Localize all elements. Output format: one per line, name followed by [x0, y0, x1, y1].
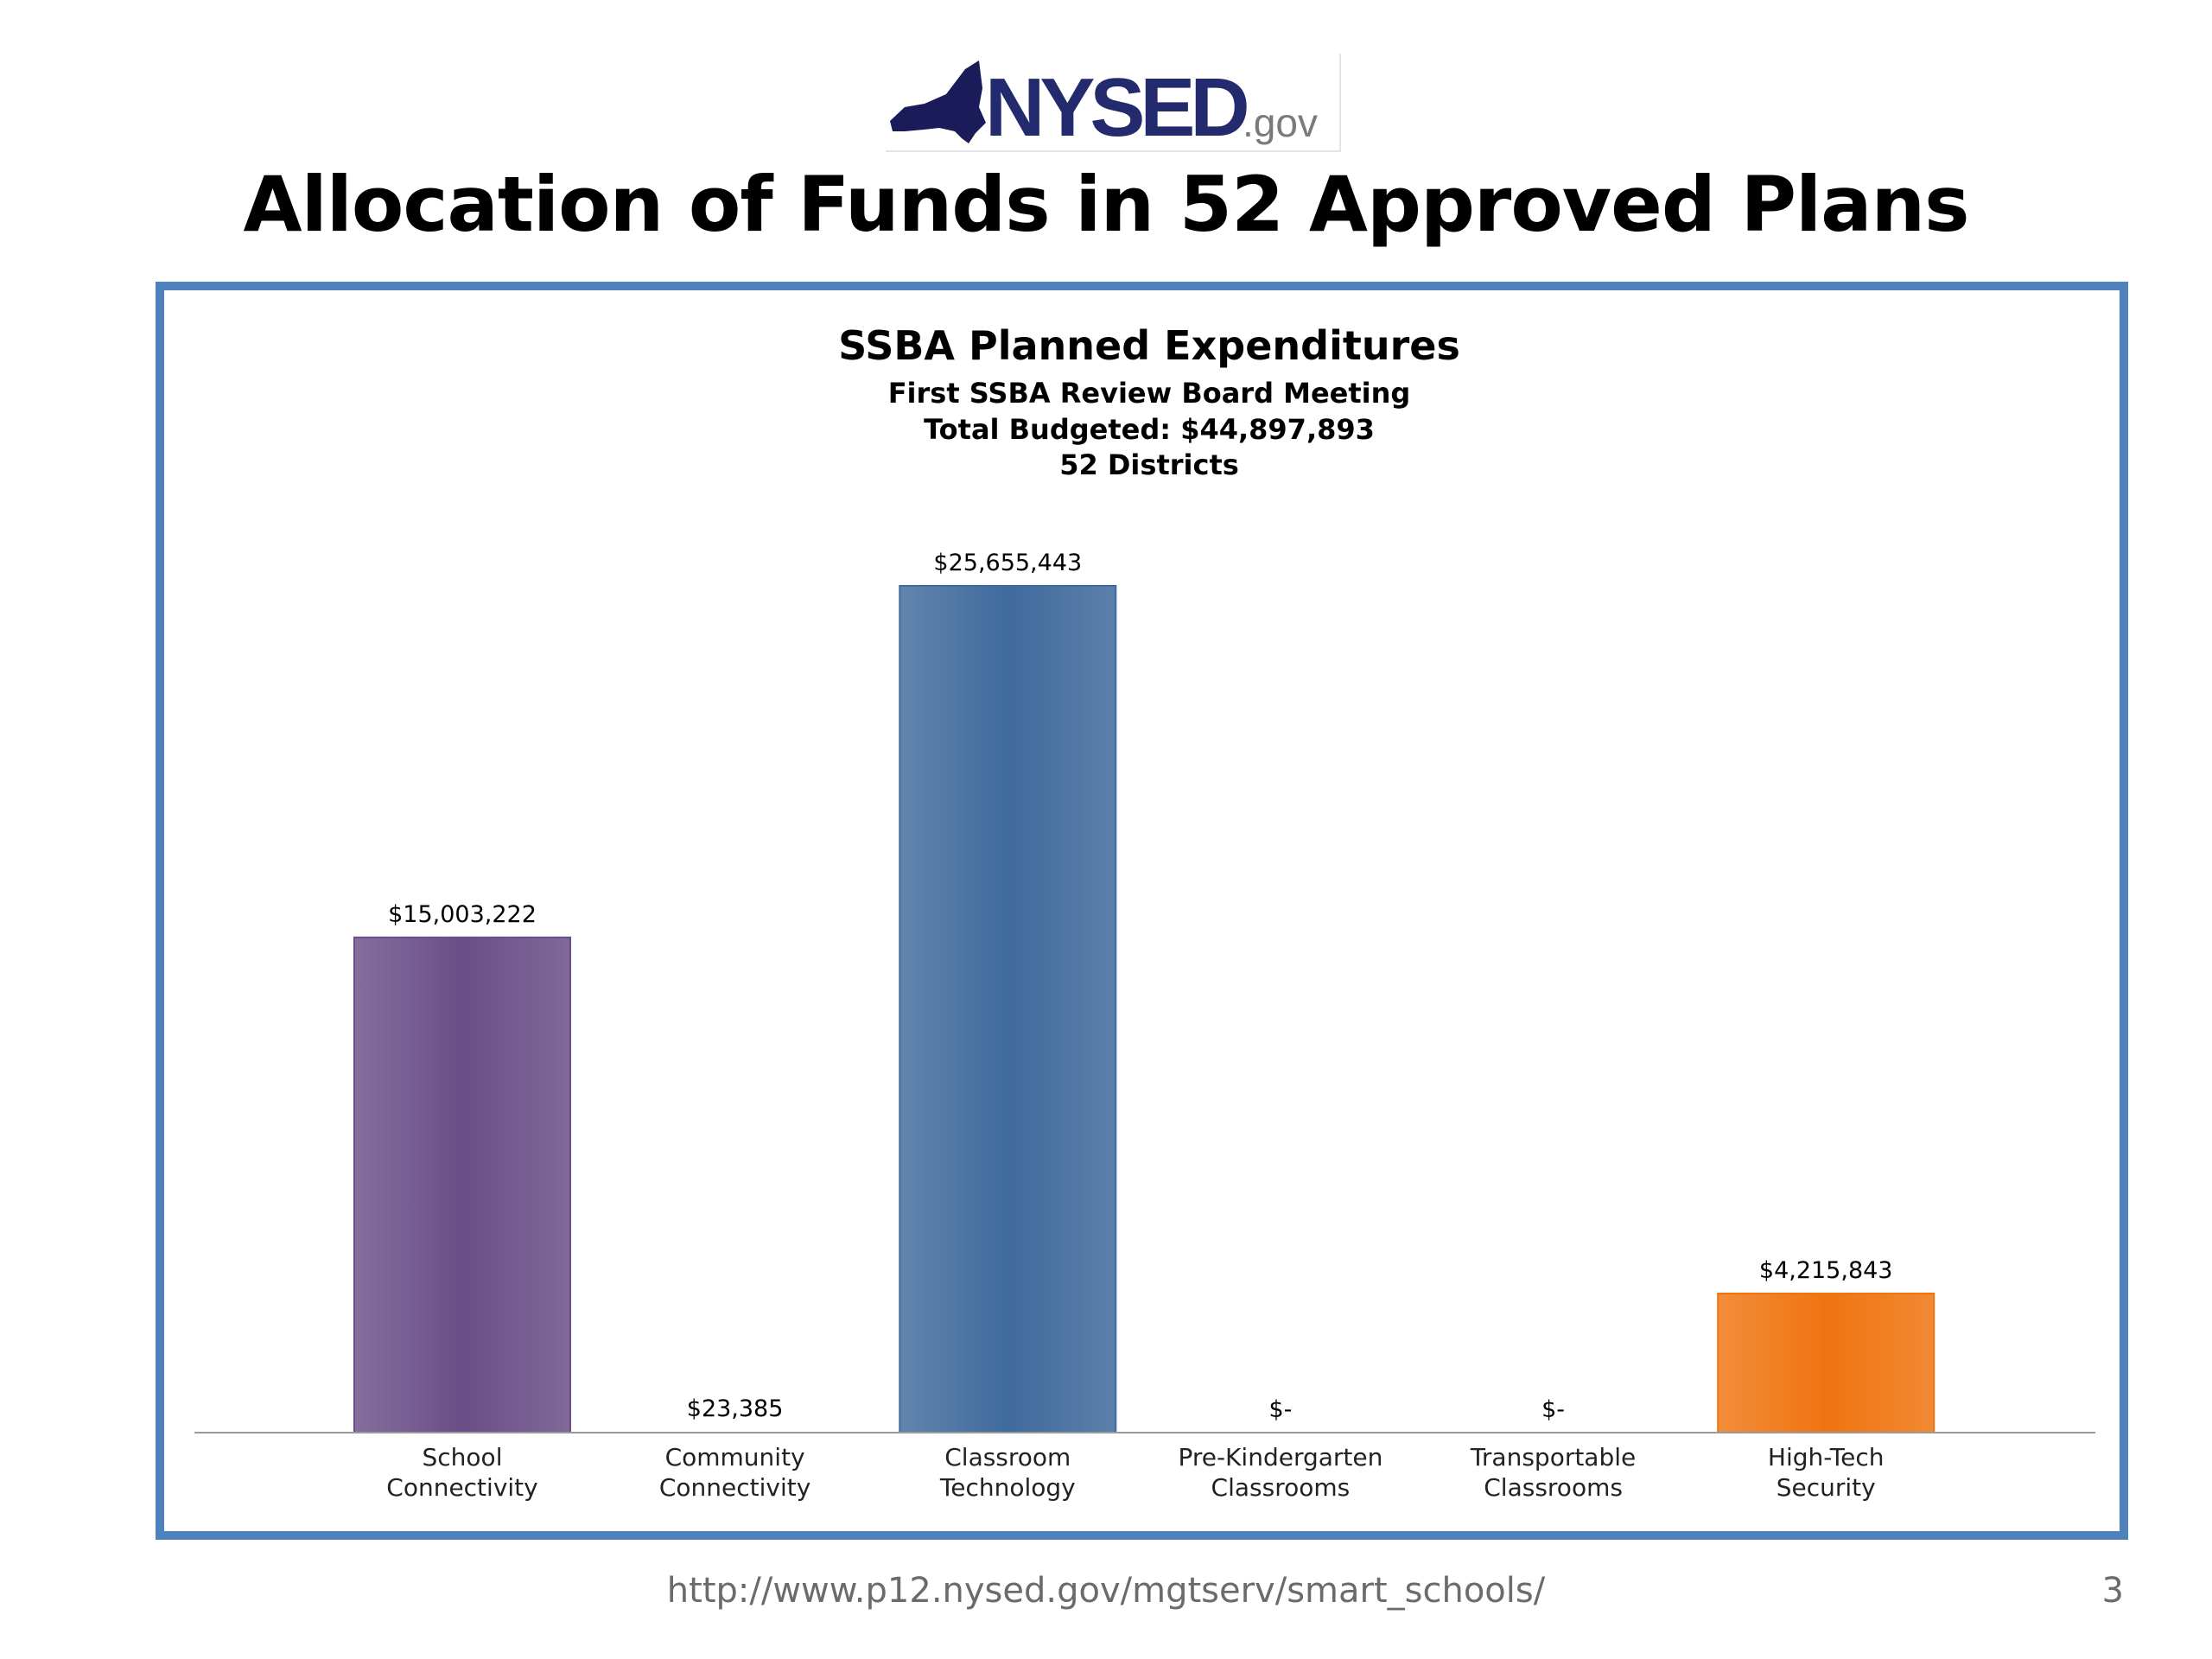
- data-label: $4,215,843: [1759, 1257, 1893, 1284]
- bars-group: $15,003,222SchoolConnectivity$23,385Comm…: [194, 550, 2095, 1502]
- logo-wordmark: NYSED: [985, 61, 1247, 150]
- data-label: $25,655,443: [933, 550, 1082, 576]
- x-tick-label: Community: [665, 1443, 805, 1471]
- data-label: $23,385: [687, 1395, 784, 1422]
- x-tick-label: School: [423, 1443, 503, 1471]
- bar: [899, 585, 1117, 1433]
- nysed-logo: NYSED .gov: [886, 54, 1341, 152]
- chart-frame: SSBA Planned Expenditures First SSBA Rev…: [156, 282, 2128, 1540]
- chart-subtitle-line: Total Budgeted: $44,897,893: [924, 413, 1375, 446]
- x-tick-label: Pre-Kindergarten: [1178, 1443, 1382, 1471]
- x-tick-label: Classrooms: [1484, 1473, 1623, 1502]
- x-tick-label: Classroom: [944, 1443, 1071, 1471]
- x-tick-label: Connectivity: [386, 1473, 537, 1502]
- bar: [1717, 1293, 1936, 1433]
- new-york-state-icon: [890, 60, 986, 143]
- chart-subtitle-line: 52 Districts: [1059, 448, 1239, 481]
- x-tick-label: High-Tech: [1768, 1443, 1885, 1471]
- data-label: $-: [1541, 1396, 1565, 1423]
- logo-suffix: .gov: [1243, 100, 1318, 145]
- x-tick-label: Technology: [939, 1473, 1076, 1502]
- data-label: $15,003,222: [388, 901, 537, 928]
- chart-subtitle-line: First SSBA Review Board Meeting: [888, 377, 1411, 410]
- data-label: $-: [1268, 1396, 1292, 1423]
- x-tick-label: Connectivity: [659, 1473, 810, 1502]
- slide-title: Allocation of Funds in 52 Approved Plans: [243, 160, 1969, 249]
- x-tick-label: Transportable: [1470, 1443, 1636, 1471]
- x-tick-label: Security: [1777, 1473, 1876, 1502]
- x-tick-label: Classrooms: [1211, 1473, 1351, 1502]
- footer-url: http://www.p12.nysed.gov/mgtserv/smart_s…: [666, 1571, 1546, 1611]
- bar-chart: SSBA Planned Expenditures First SSBA Rev…: [194, 322, 2095, 1502]
- chart-title: SSBA Planned Expenditures: [838, 322, 1460, 369]
- bar: [353, 936, 571, 1433]
- page-number: 3: [2101, 1571, 2124, 1611]
